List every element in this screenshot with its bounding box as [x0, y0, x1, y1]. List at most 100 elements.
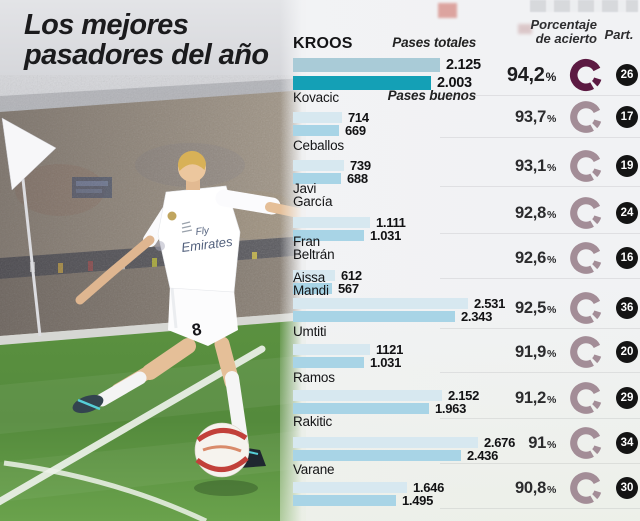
bar-pases-totales-row: 1121	[293, 342, 403, 357]
bar-pases-totales	[293, 58, 440, 72]
percent-symbol: %	[546, 208, 556, 221]
accuracy-percent-value: 91,9	[515, 342, 546, 361]
shirt	[157, 185, 241, 293]
bar-value: 669	[345, 123, 366, 138]
bar-pases-buenos-row: 567	[293, 281, 359, 296]
percent-symbol: %	[546, 483, 556, 496]
accuracy-donut-chart	[569, 58, 602, 92]
accuracy-percent: 92,6%	[430, 249, 556, 268]
accuracy-percent: 92,8%	[430, 204, 556, 223]
accuracy-percent: 90,8%	[430, 479, 556, 498]
football	[194, 422, 258, 496]
bar-pases-totales-row: 2.676	[293, 435, 515, 450]
bar-value: 612	[341, 268, 362, 283]
legend-pases-buenos: Pases buenos	[387, 88, 477, 103]
accuracy-donut-chart	[570, 242, 602, 274]
corner-arc-line	[3, 460, 208, 521]
bar-pases-buenos	[293, 403, 429, 414]
accuracy-row: 91% 34	[430, 425, 638, 461]
bar-value: 1.495	[402, 493, 434, 508]
bar-pases-totales-row: 1.111	[293, 215, 406, 230]
bar-pases-totales	[293, 482, 407, 493]
player-name: Fran Beltrán	[293, 235, 335, 261]
row-separator	[440, 278, 640, 279]
accuracy-donut-chart	[570, 197, 602, 229]
player-name: Javi García	[293, 181, 333, 208]
shirt-number: 8	[190, 320, 203, 340]
touchline	[0, 345, 266, 506]
bar-pases-totales-row: 2.152	[293, 388, 479, 403]
page-title: Los mejores pasadores del año	[24, 10, 269, 70]
matches-badge: 36	[616, 297, 638, 319]
percent-symbol: %	[546, 438, 556, 451]
bar-pases-totales-row: 739	[293, 158, 371, 173]
bar-pases-buenos	[293, 173, 341, 184]
passers-chart: Porcentaje de acierto Part. Pases totale…	[290, 0, 640, 521]
accuracy-percent: 92,5%	[430, 299, 556, 318]
bar-pases-totales	[293, 112, 342, 123]
row-separator	[440, 418, 640, 419]
accuracy-row: 91,2% 29	[430, 380, 638, 416]
bar-pases-totales-row: 714	[293, 110, 369, 125]
player-name: Ceballos	[293, 139, 344, 153]
accuracy-row: 93,1% 19	[430, 148, 638, 184]
shirt-sponsor-emirates: Emirates	[181, 234, 234, 255]
accuracy-donut-chart	[570, 150, 602, 182]
bar-pases-totales	[293, 298, 468, 309]
accuracy-donut-chart	[570, 101, 602, 133]
player-name-line: Javi	[293, 181, 317, 196]
matches-badge: 16	[616, 247, 638, 269]
accuracy-percent-value: 92,8	[515, 203, 546, 222]
bar-pases-buenos	[293, 357, 364, 368]
player-name-line: Kovacic	[293, 90, 339, 105]
bar-pases-totales	[293, 160, 344, 171]
bar-value: 1.963	[435, 401, 467, 416]
bar-pases-totales-row: 1.646	[293, 480, 444, 495]
accuracy-percent-value: 91	[528, 433, 546, 452]
accuracy-row: 92,6% 16	[430, 240, 638, 276]
accuracy-donut-chart	[570, 382, 602, 414]
bar-value: 2.152	[448, 388, 480, 403]
bar-pases-buenos	[293, 76, 431, 90]
bar-value: 1.031	[370, 228, 402, 243]
photo-remnant	[518, 24, 532, 34]
bar-pases-buenos	[293, 283, 332, 294]
player-name-line: Varane	[293, 462, 335, 477]
matches-badge: 30	[616, 477, 638, 499]
accuracy-percent-value: 92,6	[515, 248, 546, 267]
row-separator	[440, 233, 640, 234]
bar-pases-totales	[293, 437, 478, 448]
matches-badge: 34	[616, 432, 638, 454]
column-header-part: Part.	[604, 27, 634, 42]
accuracy-percent-value: 90,8	[515, 478, 546, 497]
percent-symbol: %	[546, 393, 556, 406]
bar-value: 1121	[376, 342, 404, 357]
accuracy-percent: 91,9%	[430, 343, 556, 362]
matches-badge: 19	[616, 155, 638, 177]
percent-symbol: %	[546, 253, 556, 266]
accuracy-donut-chart	[570, 472, 602, 504]
percent-symbol: %	[546, 347, 556, 360]
matches-badge: 29	[616, 387, 638, 409]
row-separator	[440, 137, 640, 138]
player-name: KROOS	[293, 35, 353, 52]
player-name-line: Ramos	[293, 370, 335, 385]
photo-remnant-scoreboard	[438, 3, 457, 18]
bar-pases-buenos-row: 2.003	[293, 75, 472, 91]
accuracy-row: 92,8% 24	[430, 195, 638, 231]
matches-badge: 24	[616, 202, 638, 224]
bar-value: 1.646	[413, 480, 445, 495]
player-name: Varane	[293, 462, 335, 477]
bar-pases-buenos	[293, 311, 455, 322]
bar-pases-buenos-row: 1.031	[293, 355, 401, 370]
column-header-accuracy: Porcentaje de acierto	[531, 18, 597, 45]
player-name-line: KROOS	[293, 35, 353, 52]
legend-pases-totales: Pases totales	[392, 35, 476, 50]
percent-symbol: %	[546, 303, 556, 316]
accuracy-percent-value: 91,2	[515, 388, 546, 407]
bar-pases-buenos-row: 2.343	[293, 309, 492, 324]
shirt-sponsor-fly: Fly	[195, 225, 211, 238]
accuracy-percent-value: 93,1	[515, 156, 546, 175]
adidas-logo	[181, 221, 193, 233]
